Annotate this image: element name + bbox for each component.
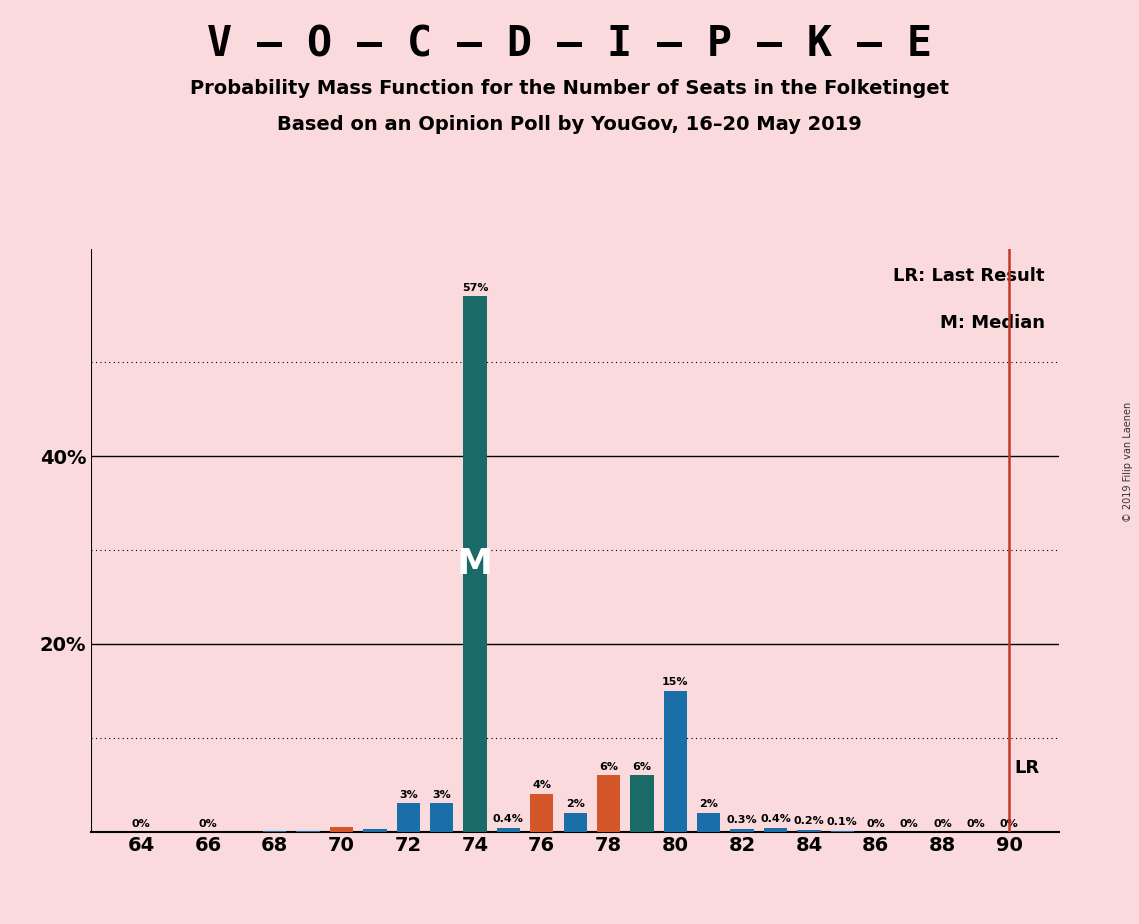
Bar bbox=[564, 813, 587, 832]
Text: Probability Mass Function for the Number of Seats in the Folketinget: Probability Mass Function for the Number… bbox=[190, 79, 949, 98]
Bar bbox=[330, 827, 353, 832]
Text: 0%: 0% bbox=[933, 819, 952, 829]
Bar bbox=[431, 804, 453, 832]
Text: 0%: 0% bbox=[966, 819, 985, 829]
Text: 6%: 6% bbox=[632, 761, 652, 772]
Bar bbox=[530, 794, 554, 832]
Text: 0.2%: 0.2% bbox=[794, 816, 825, 826]
Bar bbox=[664, 691, 687, 832]
Text: 0.1%: 0.1% bbox=[827, 817, 858, 827]
Bar bbox=[296, 831, 320, 832]
Bar bbox=[597, 775, 621, 832]
Bar bbox=[764, 828, 787, 832]
Text: 15%: 15% bbox=[662, 677, 689, 687]
Text: LR: Last Result: LR: Last Result bbox=[893, 267, 1044, 285]
Text: 3%: 3% bbox=[399, 790, 418, 799]
Text: 0.4%: 0.4% bbox=[493, 814, 524, 824]
Bar bbox=[263, 831, 286, 832]
Text: M: M bbox=[457, 547, 493, 581]
Bar bbox=[797, 830, 820, 832]
Text: 0.4%: 0.4% bbox=[760, 814, 790, 824]
Text: 2%: 2% bbox=[566, 799, 584, 809]
Text: M: Median: M: Median bbox=[940, 313, 1044, 332]
Bar bbox=[630, 775, 654, 832]
Bar bbox=[464, 297, 486, 832]
Text: Based on an Opinion Poll by YouGov, 16–20 May 2019: Based on an Opinion Poll by YouGov, 16–2… bbox=[277, 115, 862, 134]
Text: 0%: 0% bbox=[132, 819, 150, 829]
Text: 0%: 0% bbox=[900, 819, 918, 829]
Bar bbox=[363, 829, 386, 832]
Text: 4%: 4% bbox=[532, 780, 551, 790]
Text: 3%: 3% bbox=[433, 790, 451, 799]
Text: LR: LR bbox=[1014, 759, 1039, 777]
Bar bbox=[497, 828, 521, 832]
Bar bbox=[830, 831, 854, 832]
Text: 0%: 0% bbox=[198, 819, 218, 829]
Text: 57%: 57% bbox=[461, 283, 489, 293]
Bar bbox=[697, 813, 721, 832]
Bar bbox=[396, 804, 420, 832]
Text: V – O – C – D – I – P – K – E: V – O – C – D – I – P – K – E bbox=[207, 23, 932, 65]
Text: 0%: 0% bbox=[867, 819, 885, 829]
Text: 2%: 2% bbox=[699, 799, 719, 809]
Text: 0%: 0% bbox=[1000, 819, 1018, 829]
Text: 6%: 6% bbox=[599, 761, 618, 772]
Text: © 2019 Filip van Laenen: © 2019 Filip van Laenen bbox=[1123, 402, 1133, 522]
Text: 0.3%: 0.3% bbox=[727, 815, 757, 825]
Bar bbox=[730, 829, 754, 832]
